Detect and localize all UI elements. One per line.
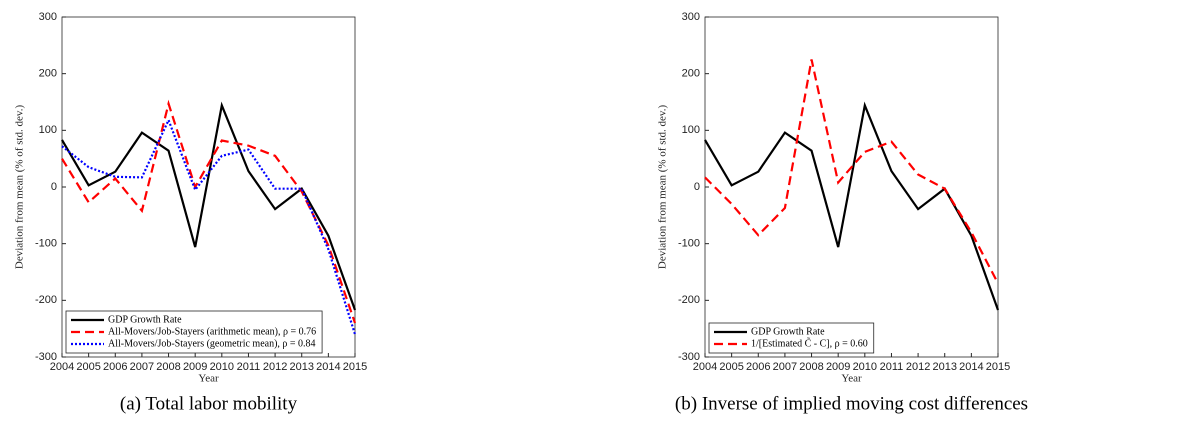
series-line — [61, 117, 357, 335]
legend-label: 1/[Estimated C̃ - C], ρ = 0.60 — [751, 336, 868, 349]
x-tick-label: 2010 — [210, 361, 234, 373]
y-tick-label: 0 — [694, 181, 700, 193]
x-tick-label: 2007 — [130, 361, 154, 373]
x-tick-label: 2005 — [76, 361, 100, 373]
x-tick-label: 2008 — [799, 361, 823, 373]
y-tick-label: 300 — [39, 11, 57, 23]
series-line — [704, 101, 1000, 311]
x-tick-label: 2013 — [289, 361, 313, 373]
y-tick-label: -300 — [35, 351, 57, 363]
y-tick-label: -100 — [35, 238, 57, 250]
x-tick-label: 2008 — [156, 361, 180, 373]
legend-label: All-Movers/Job-Stayers (arithmetic mean)… — [108, 326, 316, 337]
plot-area — [704, 16, 999, 358]
x-tick-label: 2009 — [826, 361, 850, 373]
x-tick-label: 2010 — [853, 361, 877, 373]
legend-label: All-Movers/Job-Stayers (geometric mean),… — [108, 338, 316, 349]
plot-area — [61, 16, 356, 358]
y-axis-label: Deviation from mean (% of std. dev.) — [657, 105, 669, 270]
y-tick-label: 100 — [39, 124, 57, 136]
x-tick-label: 2015 — [343, 361, 367, 373]
x-tick-label: 2014 — [316, 361, 340, 373]
legend-box — [708, 322, 875, 354]
x-tick-label: 2009 — [183, 361, 207, 373]
x-tick-label: 2004 — [693, 361, 717, 373]
caption: (b) Inverse of implied moving cost diffe… — [675, 393, 1028, 414]
x-tick-label: 2006 — [746, 361, 770, 373]
x-tick-label: 2011 — [880, 361, 904, 373]
y-tick-label: -200 — [678, 294, 700, 306]
y-axis-label: Deviation from mean (% of std. dev.) — [14, 105, 26, 270]
y-tick-label: -300 — [678, 351, 700, 363]
y-tick-label: 300 — [682, 11, 700, 23]
caption: (a) Total labor mobility — [120, 393, 298, 414]
x-tick-label: 2005 — [719, 361, 743, 373]
legend-label: GDP Growth Rate — [108, 314, 182, 325]
x-tick-label: 2006 — [103, 361, 127, 373]
x-axis-label: Year — [841, 373, 862, 385]
x-tick-label: 2011 — [237, 361, 261, 373]
legend-box — [65, 310, 323, 354]
y-tick-label: 200 — [682, 68, 700, 80]
series-line — [704, 59, 999, 284]
y-tick-label: -100 — [678, 238, 700, 250]
y-tick-label: 0 — [51, 181, 57, 193]
x-axis-label: Year — [198, 373, 219, 385]
x-tick-label: 2012 — [263, 361, 287, 373]
series-line — [61, 99, 357, 324]
legend-label: GDP Growth Rate — [751, 326, 825, 337]
x-tick-label: 2015 — [986, 361, 1010, 373]
x-tick-label: 2004 — [50, 361, 74, 373]
x-tick-label: 2012 — [906, 361, 930, 373]
y-tick-label: -200 — [35, 294, 57, 306]
y-tick-label: 100 — [682, 124, 700, 136]
x-tick-label: 2013 — [932, 361, 956, 373]
y-tick-label: 200 — [39, 68, 57, 80]
x-tick-label: 2014 — [959, 361, 983, 373]
x-tick-label: 2007 — [773, 361, 797, 373]
